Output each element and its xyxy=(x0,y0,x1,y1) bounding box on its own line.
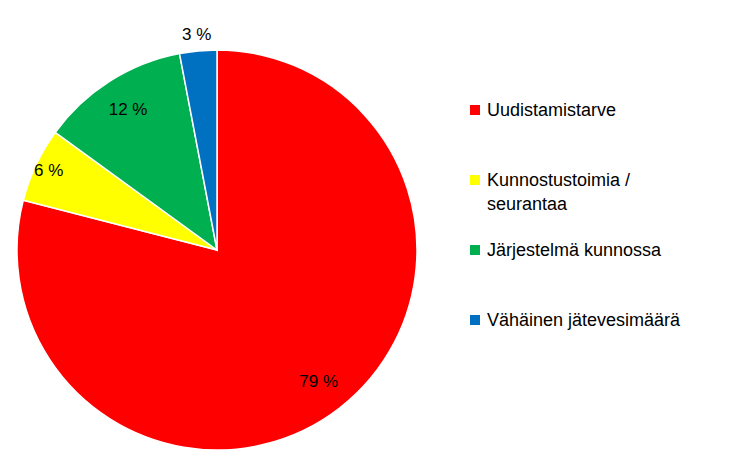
legend-item: Vähäinen jätevesimäärä xyxy=(470,310,681,330)
data-labels: 79 % 6 % 12 % 3 % xyxy=(34,25,338,390)
pie-slice xyxy=(180,50,217,250)
chart: 79 % 6 % 12 % 3 % Uudistamistarve Kunnostusto… xyxy=(0,0,750,450)
legend-swatch xyxy=(470,175,480,185)
legend-label: Vähäinen jätevesimäärä xyxy=(487,310,681,330)
legend-swatch xyxy=(470,315,480,325)
legend-swatch xyxy=(470,245,480,255)
legend: Uudistamistarve Kunnostustoimia /seuranta… xyxy=(470,100,681,330)
legend-item: Kunnostustoimia /seurantaa xyxy=(470,170,630,214)
legend-label: Kunnostustoimia /seurantaa xyxy=(487,170,630,214)
legend-swatch xyxy=(470,105,480,115)
pie xyxy=(17,50,417,450)
legend-label: Järjestelmä kunnossa xyxy=(487,240,662,260)
data-label: 79 % xyxy=(299,372,338,391)
legend-item: Uudistamistarve xyxy=(470,100,616,120)
legend-label: Uudistamistarve xyxy=(487,100,616,120)
data-label: 6 % xyxy=(34,161,63,180)
legend-item: Järjestelmä kunnossa xyxy=(470,240,662,260)
pie-slice xyxy=(17,50,417,450)
data-label: 3 % xyxy=(182,25,211,44)
data-label: 12 % xyxy=(109,100,148,119)
